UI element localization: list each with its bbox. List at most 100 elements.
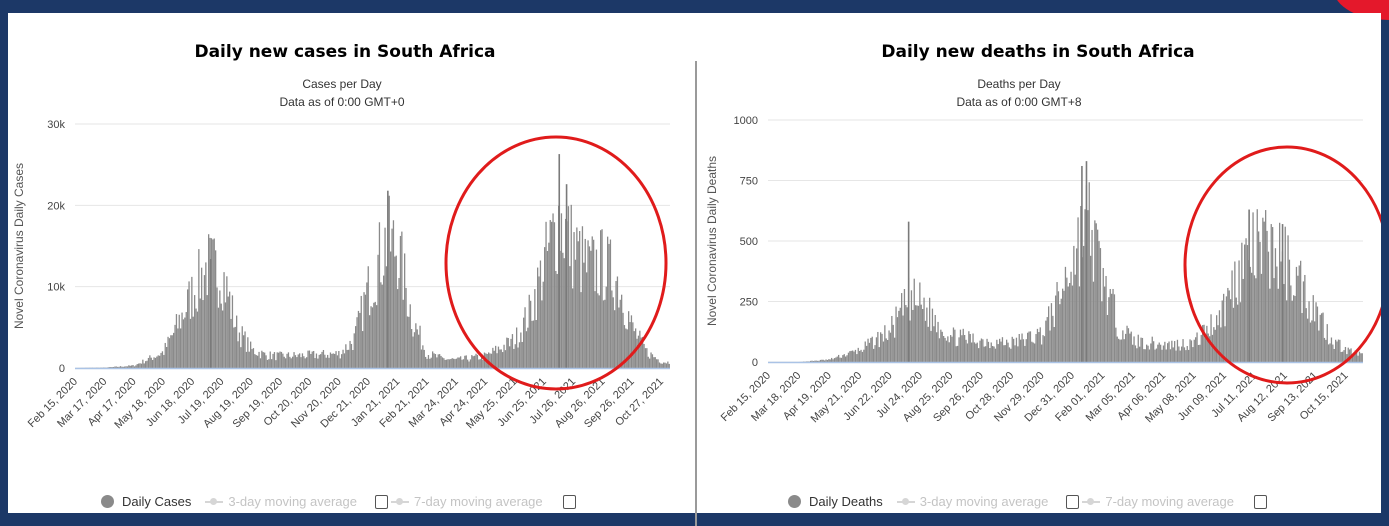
daily-bar xyxy=(898,311,899,362)
daily-bar xyxy=(576,227,577,368)
daily-bar xyxy=(261,351,262,368)
daily-bar xyxy=(174,325,175,368)
daily-bar xyxy=(964,335,965,362)
daily-bar xyxy=(926,308,927,362)
daily-bar xyxy=(239,333,240,368)
daily-bar xyxy=(1296,267,1297,362)
daily-bar xyxy=(993,347,994,362)
daily-bar xyxy=(1166,350,1167,363)
daily-bar xyxy=(1012,337,1013,362)
daily-bar xyxy=(1198,345,1199,362)
three-day-legend-marker[interactable] xyxy=(205,497,223,507)
daily-bar xyxy=(1061,299,1062,362)
daily-bar xyxy=(306,357,307,368)
daily-bar xyxy=(212,239,213,368)
daily-bar xyxy=(289,357,290,368)
daily-bar xyxy=(516,328,517,369)
daily-bar xyxy=(545,222,546,368)
daily-bar xyxy=(618,308,619,368)
daily-bar xyxy=(398,278,399,368)
three-day-legend-label[interactable]: 3-day moving average xyxy=(920,494,1049,509)
seven-day-checkbox[interactable] xyxy=(563,495,576,509)
daily-bar xyxy=(145,361,146,368)
daily-bar xyxy=(986,339,987,362)
daily-bar xyxy=(888,330,889,362)
daily-bar xyxy=(1343,350,1344,362)
daily-bar xyxy=(615,281,616,368)
daily-bar xyxy=(999,339,1000,362)
daily-bar xyxy=(1069,283,1070,362)
daily-bar xyxy=(832,359,833,362)
daily-bar xyxy=(1156,349,1157,362)
daily-cases-legend-label[interactable]: Daily Cases xyxy=(122,494,191,509)
daily-bar xyxy=(1091,230,1092,362)
daily-bar xyxy=(1241,243,1242,362)
daily-bar xyxy=(894,338,895,362)
daily-bar xyxy=(312,352,313,368)
daily-bar xyxy=(943,336,944,362)
daily-bar xyxy=(355,326,356,368)
daily-bar xyxy=(498,347,499,368)
daily-bar xyxy=(631,315,632,368)
daily-bar xyxy=(428,355,429,368)
daily-bar xyxy=(513,349,514,368)
daily-bar xyxy=(1328,344,1329,362)
daily-bar xyxy=(1055,296,1056,362)
daily-bar xyxy=(860,350,861,362)
daily-bar xyxy=(278,353,279,368)
daily-bar xyxy=(923,298,924,362)
daily-bar xyxy=(1223,294,1224,362)
daily-bar xyxy=(225,302,226,368)
daily-bar xyxy=(502,352,503,368)
daily-bar xyxy=(1143,349,1144,362)
daily-bar xyxy=(422,345,423,368)
daily-bar xyxy=(1005,345,1006,362)
daily-bar xyxy=(512,334,513,368)
daily-bar xyxy=(1308,301,1309,362)
daily-bar xyxy=(1215,330,1216,362)
daily-bar xyxy=(841,358,842,362)
daily-bar xyxy=(1033,343,1034,362)
three-day-legend-label[interactable]: 3-day moving average xyxy=(228,494,357,509)
daily-cases-legend-dot[interactable] xyxy=(101,495,114,508)
seven-day-legend-marker[interactable] xyxy=(1082,497,1100,507)
daily-bar xyxy=(524,307,525,368)
three-day-legend-marker[interactable] xyxy=(897,497,915,507)
daily-bar xyxy=(596,250,597,368)
y-axis-label: Novel Coronavirus Daily Deaths xyxy=(705,156,719,326)
daily-bar xyxy=(1024,346,1025,362)
daily-bar xyxy=(862,352,863,362)
daily-bar xyxy=(1066,278,1067,362)
seven-day-legend-marker[interactable] xyxy=(391,497,409,507)
daily-bar xyxy=(666,363,667,368)
daily-bar xyxy=(1030,331,1031,362)
daily-bar xyxy=(865,342,866,363)
daily-bar xyxy=(1045,321,1046,362)
daily-bar xyxy=(1153,341,1154,362)
daily-bar xyxy=(1152,337,1153,362)
seven-day-checkbox[interactable] xyxy=(1254,495,1267,509)
daily-bar xyxy=(1180,351,1181,362)
daily-bar xyxy=(467,360,468,368)
daily-deaths-legend-label[interactable]: Daily Deaths xyxy=(809,494,883,509)
daily-bar xyxy=(1063,291,1064,362)
daily-bar xyxy=(208,234,209,368)
three-day-checkbox[interactable] xyxy=(1066,495,1079,509)
daily-bar xyxy=(1191,340,1192,362)
daily-deaths-legend-dot[interactable] xyxy=(788,495,801,508)
daily-bar xyxy=(340,358,341,368)
daily-bar xyxy=(1360,353,1361,362)
daily-bar xyxy=(1238,260,1239,362)
seven-day-legend-label[interactable]: 7-day moving average xyxy=(414,494,543,509)
three-day-checkbox[interactable] xyxy=(375,495,388,509)
daily-bar xyxy=(151,358,152,368)
daily-bar xyxy=(190,319,191,368)
daily-bar xyxy=(193,317,194,368)
daily-bar xyxy=(985,346,986,362)
daily-bar xyxy=(982,339,983,362)
daily-bar xyxy=(274,352,275,368)
seven-day-legend-label[interactable]: 7-day moving average xyxy=(1105,494,1234,509)
daily-bar xyxy=(663,363,664,368)
daily-bar xyxy=(130,366,131,368)
daily-bar xyxy=(664,363,665,368)
